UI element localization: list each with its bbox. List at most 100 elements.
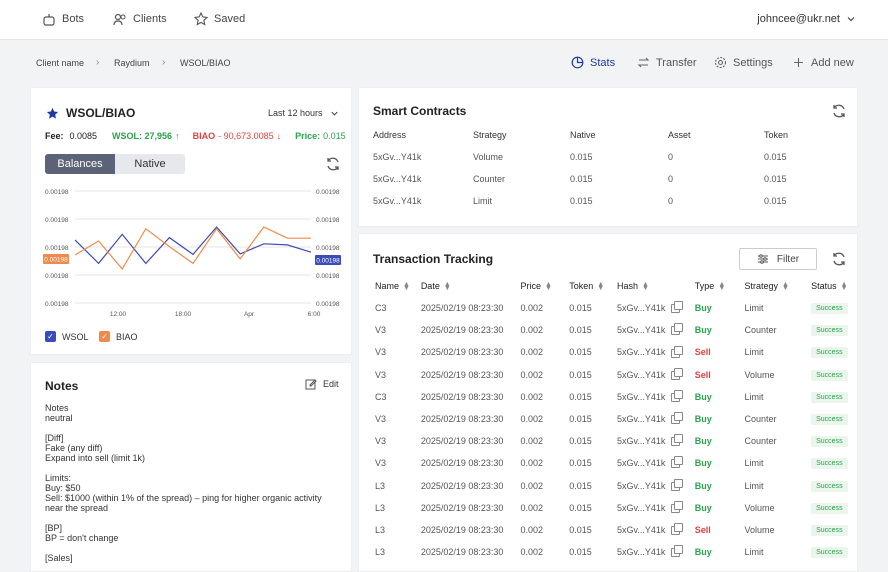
table-cell: 5xGv...Y41k xyxy=(617,386,695,408)
table-cell: Sell xyxy=(695,364,745,386)
column-header[interactable]: Date ▲ ▼ xyxy=(421,275,521,297)
column-header[interactable]: Status ▲ ▼ xyxy=(811,275,857,297)
column-header[interactable]: Name ▲ ▼ xyxy=(375,275,421,297)
plus-icon xyxy=(794,58,803,67)
transfer-icon xyxy=(637,57,650,68)
tab-add-new[interactable]: Add new xyxy=(792,56,854,69)
copy-icon[interactable] xyxy=(671,389,684,402)
tab-transfer[interactable]: Transfer xyxy=(637,56,697,69)
column-header-label: Token xyxy=(569,281,594,291)
filter-button[interactable]: Filter xyxy=(739,248,817,270)
table-row[interactable]: L3 2025/02/19 08:23:30 0.002 0.015 5xGv...Y4… xyxy=(375,497,857,519)
left-marker-label: 0.00198 xyxy=(44,257,68,264)
column-header[interactable]: Hash ▲ ▼ xyxy=(617,275,695,297)
table-header-row: Address Strategy Native Asset Token xyxy=(373,124,824,146)
column-header-label: Price xyxy=(520,281,542,291)
type-value: Buy xyxy=(694,480,712,491)
legend-biao[interactable]: ✓ BIAO xyxy=(99,331,138,342)
table-row[interactable]: L3 2025/02/19 08:23:30 0.002 0.015 5xGv...Y4… xyxy=(375,475,857,497)
column-header[interactable]: Price ▲ ▼ xyxy=(521,275,570,297)
copy-icon[interactable] xyxy=(671,500,684,513)
table-cell: V3 xyxy=(375,414,387,425)
nav-saved-label: Saved xyxy=(214,13,246,25)
table-cell: Counter xyxy=(744,436,777,447)
copy-icon[interactable] xyxy=(671,367,684,380)
column-header[interactable]: Type ▲ ▼ xyxy=(695,275,745,297)
balances-toggle-button[interactable]: Balances xyxy=(45,154,115,174)
chart-series xyxy=(74,226,312,271)
table-row[interactable]: V3 2025/02/19 08:23:30 0.002 0.015 5xGv...Y4… xyxy=(375,364,857,386)
sort-icon: ▲ ▼ xyxy=(443,280,451,292)
filter-label: Filter xyxy=(776,253,800,265)
copy-icon[interactable] xyxy=(671,345,684,358)
table-row[interactable]: C3 2025/02/19 08:23:30 0.002 0.015 5xGv...Y4… xyxy=(375,297,857,319)
column-header-label: Strategy xyxy=(744,281,779,291)
table-cell: Success xyxy=(811,519,857,541)
refresh-icon[interactable] xyxy=(325,156,341,172)
table-row[interactable]: V3 2025/02/19 08:23:30 0.002 0.015 5xGv...Y4… xyxy=(375,319,857,341)
table-cell: Buy xyxy=(695,408,745,430)
copy-icon[interactable] xyxy=(671,301,684,314)
chevron-down-icon xyxy=(847,17,855,22)
table-row[interactable]: C3 2025/02/19 08:23:30 0.002 0.015 5xGv...Y4… xyxy=(375,386,857,408)
table-cell: 0 xyxy=(668,152,674,162)
breadcrumb-client[interactable]: Client name xyxy=(36,58,85,68)
native-toggle-button[interactable]: Native xyxy=(115,154,185,174)
table-row[interactable]: V3 2025/02/19 08:23:30 0.002 0.015 5xGv...Y4… xyxy=(375,430,857,452)
type-value: Sell xyxy=(694,524,711,535)
status-badge: Success xyxy=(811,436,848,448)
tab-stats[interactable]: Stats xyxy=(571,56,615,69)
breadcrumb-separator-icon: › xyxy=(96,57,100,68)
column-header[interactable]: Strategy ▲ ▼ xyxy=(744,275,811,297)
table-cell: 2025/02/19 08:23:30 xyxy=(420,325,504,336)
table-cell: 0.015 xyxy=(569,502,592,513)
pie-chart-icon xyxy=(571,56,584,69)
table-row[interactable]: 5xGv...Y41k Limit 0.015 0 0.015 xyxy=(373,190,824,212)
table-row[interactable]: L3 2025/02/19 08:23:30 0.002 0.015 5xGv...Y4… xyxy=(375,541,857,563)
table-cell: 0.015 xyxy=(764,196,787,206)
tab-settings[interactable]: Settings xyxy=(714,56,773,69)
table-cell: V3 xyxy=(375,436,387,447)
copy-icon[interactable] xyxy=(671,434,684,447)
table-cell: C3 xyxy=(375,391,387,402)
nav-saved[interactable]: Saved xyxy=(194,12,245,26)
time-range-select[interactable]: Last 12 hours xyxy=(268,108,339,118)
legend-wsol[interactable]: ✓ WSOL xyxy=(45,331,89,342)
copy-icon[interactable] xyxy=(671,545,684,558)
copy-icon[interactable] xyxy=(671,456,684,469)
breadcrumb-exchange[interactable]: Raydium xyxy=(114,58,150,68)
table-row[interactable]: 5xGv...Y41k Counter 0.015 0 0.015 xyxy=(373,168,824,190)
status-badge: Success xyxy=(811,391,848,403)
table-row[interactable]: V3 2025/02/19 08:23:30 0.002 0.015 5xGv...Y4… xyxy=(375,452,857,474)
table-cell: 2025/02/19 08:23:30 xyxy=(420,547,504,558)
table-row[interactable]: L3 2025/02/19 08:23:30 0.002 0.015 5xGv...Y4… xyxy=(375,519,857,541)
copy-icon[interactable] xyxy=(671,412,684,425)
refresh-icon[interactable] xyxy=(831,103,847,119)
nav-clients[interactable]: Clients xyxy=(113,12,167,26)
hash-value: 5xGv...Y41k xyxy=(617,391,666,402)
nav-bots[interactable]: Bots xyxy=(42,12,84,26)
notes-edit-button[interactable]: Edit xyxy=(305,378,339,390)
sort-icon: ▲ ▼ xyxy=(840,280,848,292)
biao-label: BIAO xyxy=(192,131,216,141)
table-cell: Limit xyxy=(744,480,764,491)
hash-value: 5xGv...Y41k xyxy=(617,458,666,469)
star-filled-icon[interactable] xyxy=(46,107,59,120)
chart-grid xyxy=(75,190,311,304)
table-cell: Limit xyxy=(744,303,764,314)
copy-icon[interactable] xyxy=(671,478,684,491)
table-row[interactable]: 5xGv...Y41k Volume 0.015 0 0.015 xyxy=(373,146,824,168)
copy-icon[interactable] xyxy=(671,523,684,536)
time-range-label: Last 12 hours xyxy=(268,108,323,118)
copy-icon[interactable] xyxy=(671,323,684,336)
column-header[interactable]: Token ▲ ▼ xyxy=(569,275,617,297)
tab-stats-label: Stats xyxy=(590,56,616,69)
status-badge: Success xyxy=(811,347,848,359)
status-badge: Success xyxy=(811,458,848,470)
table-row[interactable]: V3 2025/02/19 08:23:30 0.002 0.015 5xGv...Y4… xyxy=(375,408,857,430)
table-row[interactable]: V3 2025/02/19 08:23:30 0.002 0.015 5xGv...Y4… xyxy=(375,341,857,363)
x-tick-label: 12:00 xyxy=(110,311,127,318)
refresh-icon[interactable] xyxy=(831,251,847,267)
user-menu[interactable]: johncee@ukr.net xyxy=(757,13,856,25)
table-cell: 5xGv...Y41k xyxy=(617,364,695,386)
